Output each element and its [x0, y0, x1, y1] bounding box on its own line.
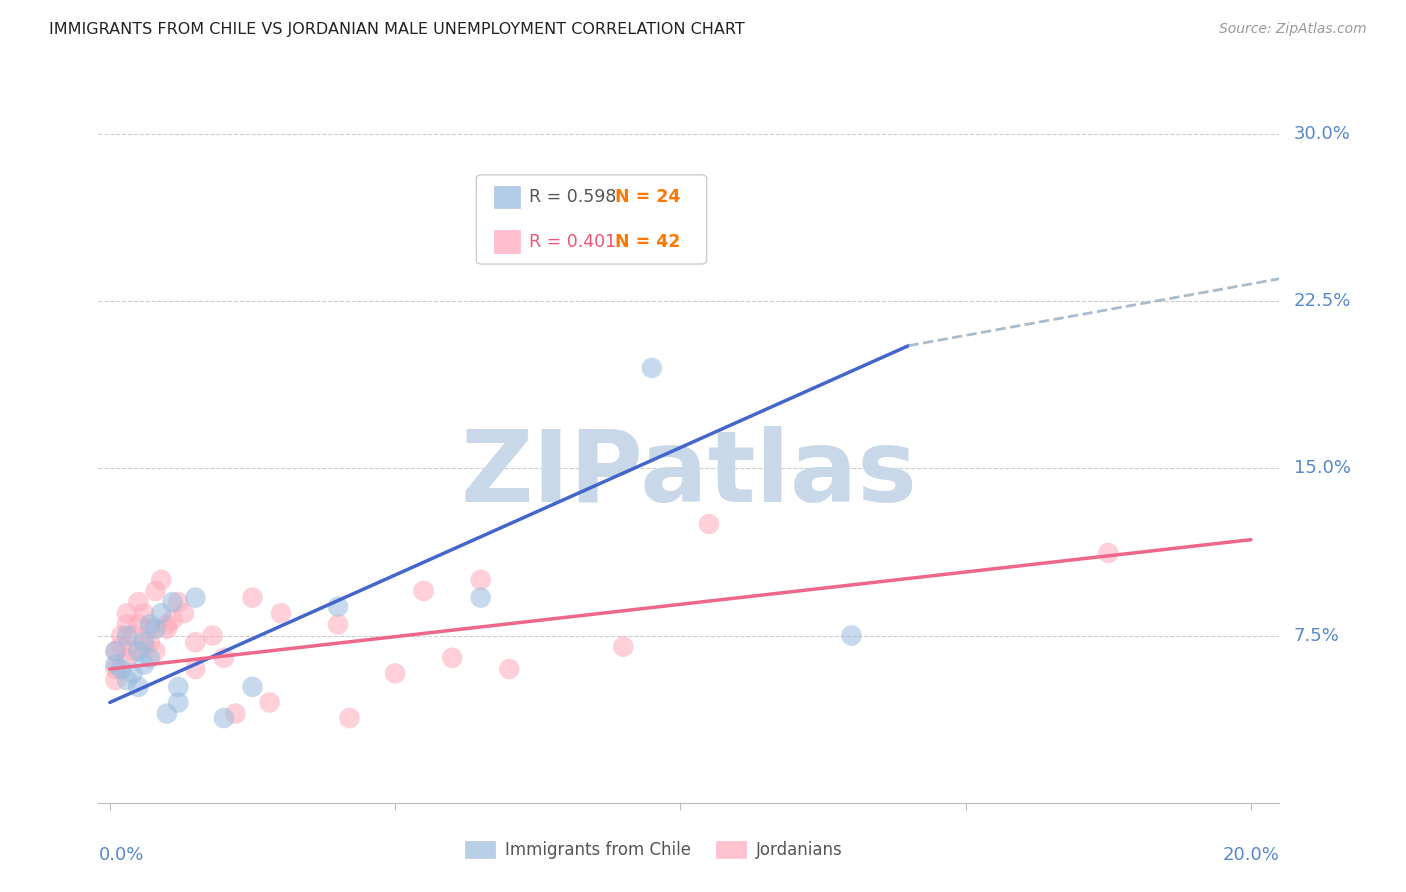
Point [127, 617, 149, 632]
Point [121, 644, 143, 658]
Point [104, 662, 127, 676]
Point [242, 591, 264, 605]
Point [184, 635, 207, 649]
Point [127, 644, 149, 658]
Point [841, 628, 863, 642]
Point [104, 657, 127, 672]
Point [132, 607, 155, 621]
Point [212, 711, 235, 725]
Point [242, 680, 264, 694]
Text: N = 24: N = 24 [614, 188, 681, 206]
Point [115, 628, 138, 642]
Point [470, 573, 492, 587]
Point [1097, 546, 1119, 560]
Point [201, 628, 224, 642]
Text: 7.5%: 7.5% [1294, 626, 1340, 645]
Point [139, 635, 162, 649]
Point [115, 651, 138, 665]
Point [167, 595, 190, 609]
Text: ZIPatlas: ZIPatlas [461, 426, 917, 523]
Point [173, 607, 195, 621]
Point [121, 628, 143, 642]
Point [162, 595, 184, 609]
Text: R = 0.598: R = 0.598 [530, 188, 617, 206]
Point [224, 706, 246, 721]
Point [132, 635, 155, 649]
Point [132, 657, 155, 672]
Point [270, 607, 292, 621]
Point [110, 628, 132, 642]
Point [641, 360, 664, 375]
Text: IMMIGRANTS FROM CHILE VS JORDANIAN MALE UNEMPLOYMENT CORRELATION CHART: IMMIGRANTS FROM CHILE VS JORDANIAN MALE … [49, 22, 745, 37]
Point [150, 573, 173, 587]
Text: Source: ZipAtlas.com: Source: ZipAtlas.com [1219, 22, 1367, 37]
Point [104, 673, 127, 687]
Point [110, 640, 132, 654]
Point [115, 673, 138, 687]
Point [326, 617, 349, 632]
Point [139, 651, 162, 665]
Point [145, 622, 167, 636]
Point [612, 640, 634, 654]
Point [127, 680, 149, 694]
Point [115, 607, 138, 621]
Point [470, 591, 492, 605]
Point [184, 662, 207, 676]
Point [139, 622, 162, 636]
Point [156, 706, 179, 721]
Point [384, 666, 406, 681]
Point [441, 651, 464, 665]
FancyBboxPatch shape [477, 175, 707, 264]
Text: 22.5%: 22.5% [1294, 292, 1351, 310]
Point [104, 644, 127, 658]
Point [498, 662, 520, 676]
Point [132, 640, 155, 654]
Point [259, 696, 281, 710]
Point [139, 617, 162, 632]
Point [697, 516, 720, 531]
Point [145, 644, 167, 658]
Point [184, 591, 207, 605]
Point [150, 607, 173, 621]
Text: 20.0%: 20.0% [1223, 846, 1279, 863]
Point [104, 644, 127, 658]
Point [167, 696, 190, 710]
Point [145, 583, 167, 598]
Text: 0.0%: 0.0% [98, 846, 143, 863]
Point [115, 617, 138, 632]
Point [326, 599, 349, 614]
Text: 15.0%: 15.0% [1294, 459, 1351, 477]
Point [167, 680, 190, 694]
Point [212, 651, 235, 665]
Text: N = 42: N = 42 [614, 233, 681, 251]
Point [156, 617, 179, 632]
FancyBboxPatch shape [494, 230, 520, 253]
Point [162, 613, 184, 627]
Point [412, 583, 434, 598]
Text: 30.0%: 30.0% [1294, 125, 1351, 143]
Legend: Immigrants from Chile, Jordanians: Immigrants from Chile, Jordanians [458, 834, 849, 866]
Point [110, 662, 132, 676]
Point [339, 711, 361, 725]
FancyBboxPatch shape [494, 186, 520, 209]
Point [156, 622, 179, 636]
Point [127, 595, 149, 609]
Point [121, 666, 143, 681]
Text: R = 0.401: R = 0.401 [530, 233, 617, 251]
